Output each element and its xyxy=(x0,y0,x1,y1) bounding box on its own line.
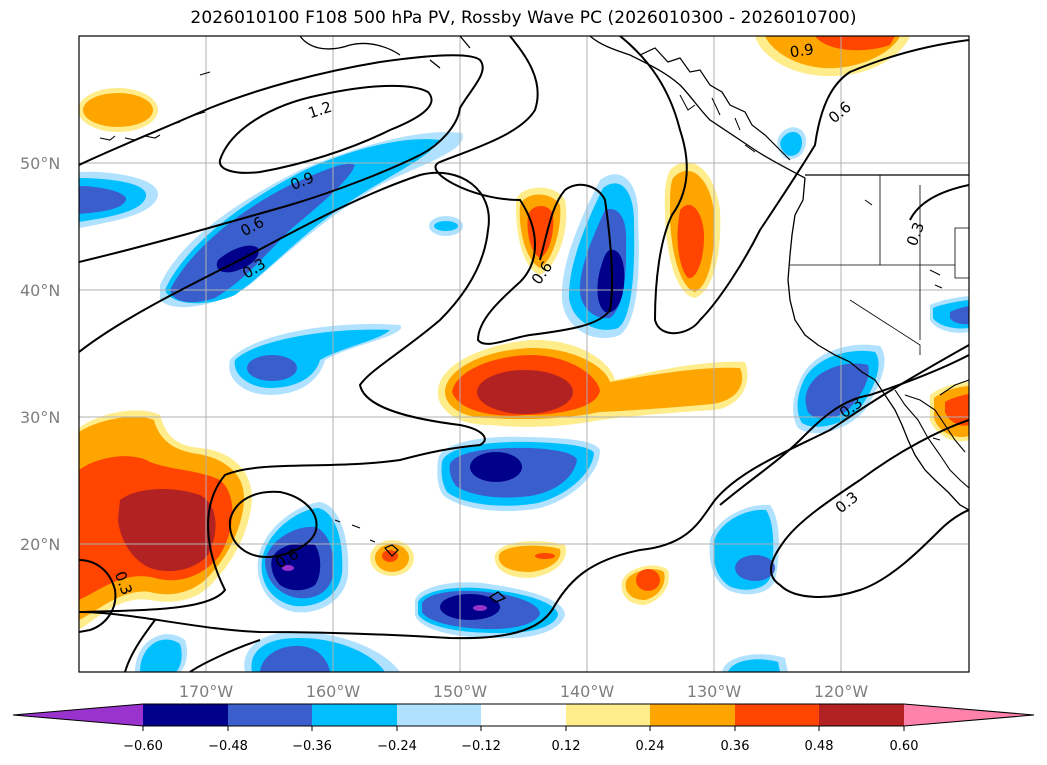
map-gridlines xyxy=(79,36,969,672)
negative-anomaly-central-pacific xyxy=(229,324,402,395)
lon-label: 140°W xyxy=(560,682,615,701)
pv-contour-0.3-west xyxy=(79,559,117,633)
positive-anomaly-subtropical-jet xyxy=(437,339,748,427)
negative-anomaly-south-central xyxy=(415,582,565,639)
negative-anomaly-california xyxy=(793,344,885,434)
lon-label: 130°W xyxy=(687,682,742,701)
colorbar-tick-label: −0.36 xyxy=(292,739,332,754)
colorbar-tick-label: −0.24 xyxy=(377,739,417,754)
positive-anomaly-northwest xyxy=(79,88,158,132)
lon-label: 160°W xyxy=(306,682,361,701)
map-frame xyxy=(78,35,970,673)
colorbar-segment xyxy=(143,704,228,726)
colorbar-segment xyxy=(650,704,735,726)
pv-contour-bottom-left xyxy=(124,619,156,672)
colorbar-extend-max xyxy=(904,704,1034,726)
pv-contour-0.6-hawaii xyxy=(228,490,318,559)
lat-label: 20°N xyxy=(20,535,60,554)
colorbar-tick-label: 0.24 xyxy=(636,739,665,754)
colorbar-tick-label: −0.48 xyxy=(208,739,248,754)
colorbar-segment xyxy=(819,704,904,726)
contour-label: 0.9 xyxy=(789,40,815,61)
positive-anomaly-trough-west xyxy=(515,187,567,275)
colorbar-tick-label: 0.36 xyxy=(721,739,750,754)
colorbar-segment xyxy=(481,704,566,726)
colorbar-tick-label: −0.12 xyxy=(461,739,501,754)
pv-contour-0.6-south xyxy=(79,344,969,640)
pv-contour-1.2 xyxy=(218,84,433,174)
negative-anomaly-south-edge xyxy=(135,631,788,672)
pv-contour-0.3-southeast xyxy=(770,419,969,598)
pv-contour-0.6-trough xyxy=(434,36,614,345)
negative-anomaly-subtropics xyxy=(437,436,600,512)
lon-label: 150°W xyxy=(433,682,488,701)
colorbar-segment xyxy=(566,704,650,726)
figure-title: 2026010100 F108 500 hPa PV, Rossby Wave … xyxy=(190,8,857,28)
positive-anomaly-northeast xyxy=(755,36,910,77)
colorbar-tick-label: 0.48 xyxy=(805,739,834,754)
lon-label: 170°W xyxy=(179,682,234,701)
pv-contour-0.6-west xyxy=(79,171,490,613)
lat-label: 50°N xyxy=(20,154,60,173)
latitude-labels: 50°N 40°N 30°N 20°N xyxy=(20,154,60,554)
coastlines xyxy=(99,36,969,603)
pv-contour-0.9 xyxy=(79,54,484,263)
positive-anomaly-west-pacific xyxy=(79,410,252,630)
colorbar-tick-label: −0.60 xyxy=(123,739,163,754)
lat-label: 40°N xyxy=(20,281,60,300)
pv-contour-0.3-east xyxy=(719,184,969,506)
lat-label: 30°N xyxy=(20,408,60,427)
colorbar-segment xyxy=(397,704,481,726)
lon-label: 120°W xyxy=(814,682,869,701)
colorbar-extend-min xyxy=(13,704,143,726)
colorbar-tick-marks xyxy=(142,726,905,731)
colorbar-segment xyxy=(735,704,819,726)
colorbar-tick-label: 0.60 xyxy=(890,739,919,754)
negative-anomaly-southeast xyxy=(709,504,779,595)
colorbar-segment xyxy=(312,704,397,726)
negative-anomaly-west-edge xyxy=(79,171,159,228)
longitude-labels: 170°W 160°W 150°W 140°W 130°W 120°W xyxy=(179,682,869,701)
negative-anomaly-trough-center xyxy=(561,174,639,339)
pv-contour-bottom xyxy=(189,639,261,672)
filled-anomaly-field xyxy=(79,36,969,672)
pv-contours xyxy=(79,36,969,672)
colorbar-tick-label: 0.12 xyxy=(552,739,581,754)
map-plot-area: 1.2 0.9 0.9 0.6 0.6 0.6 0.3 0.3 0.3 0.6 … xyxy=(79,36,969,672)
pv-contour-0.6-ridge xyxy=(619,36,969,335)
colorbar-segment xyxy=(228,704,312,726)
colorbar: −0.60 −0.48 −0.36 −0.24 −0.12 0.12 0.24 … xyxy=(12,703,1035,754)
